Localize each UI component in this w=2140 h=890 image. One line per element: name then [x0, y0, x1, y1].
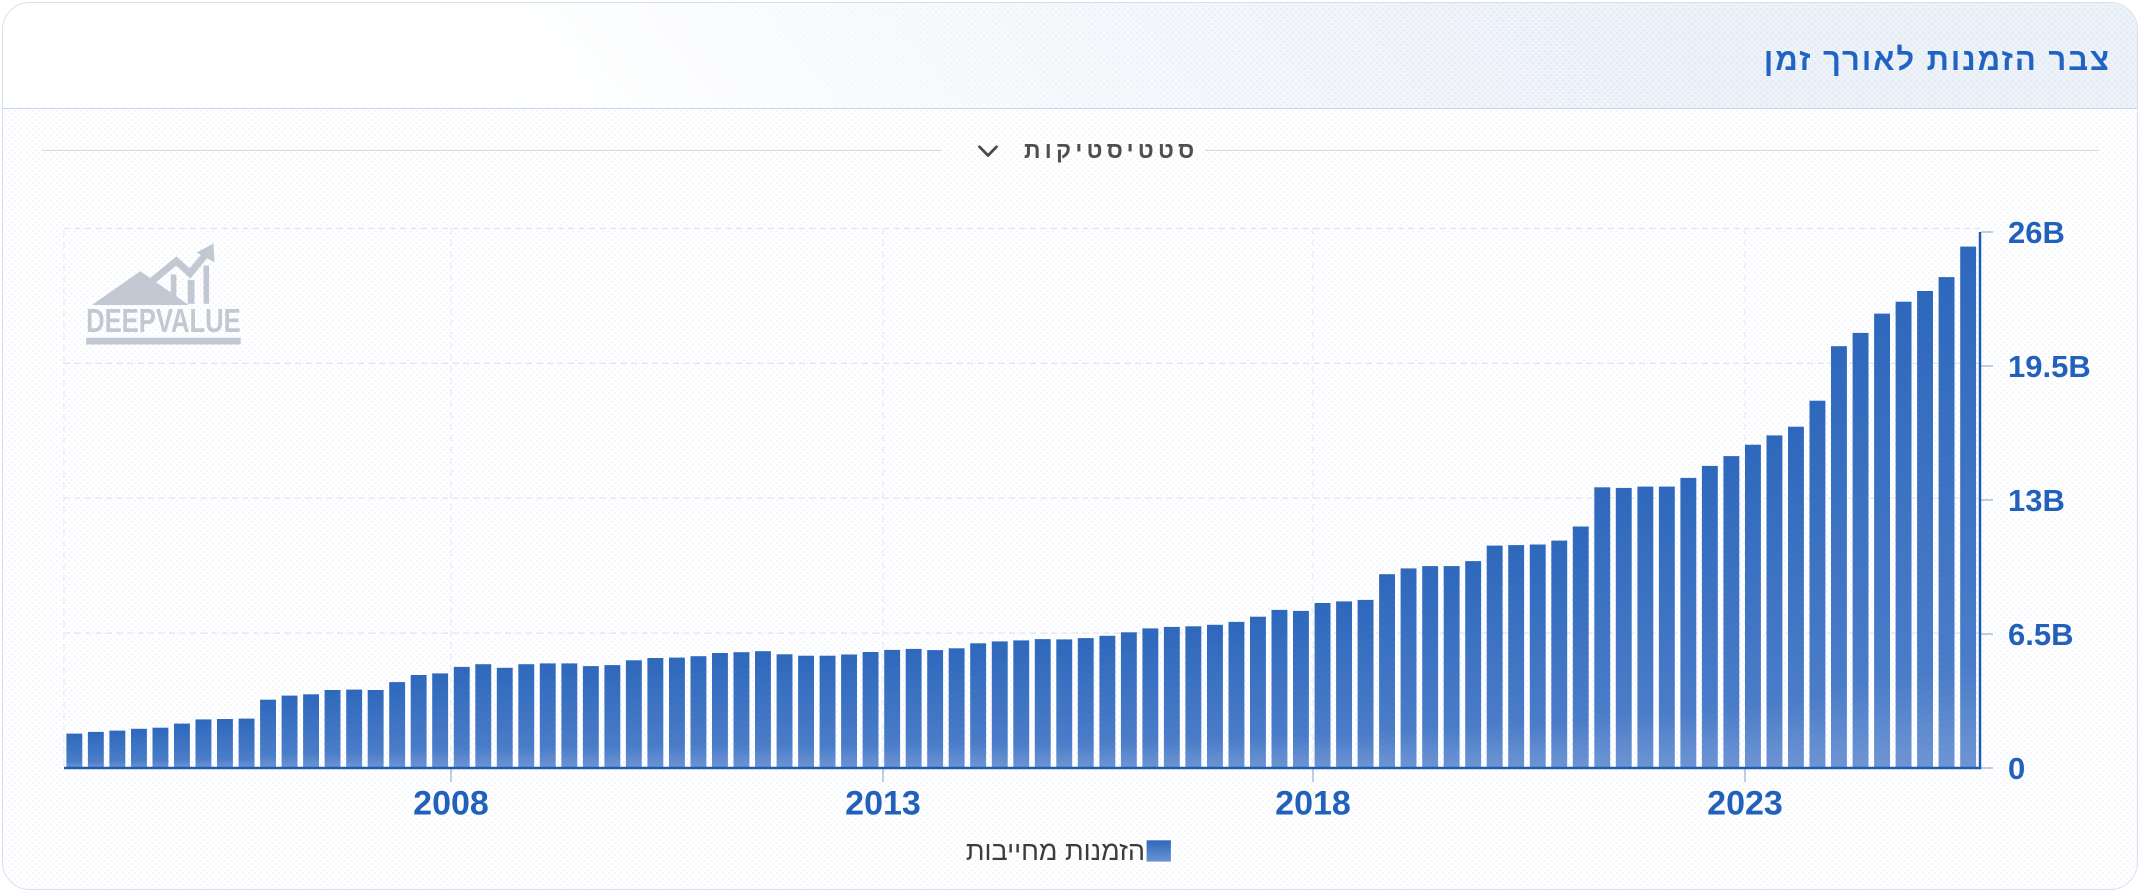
svg-text:26B: 26B [2008, 215, 2065, 250]
svg-text:2023: 2023 [1707, 785, 1783, 823]
svg-text:6.5B: 6.5B [2008, 617, 2073, 652]
svg-text:הזמנות מחייבות: הזמנות מחייבות [966, 836, 1145, 866]
svg-text:0: 0 [2008, 751, 2025, 786]
svg-text:19.5B: 19.5B [2008, 349, 2091, 384]
svg-text:2013: 2013 [845, 785, 921, 823]
svg-text:2008: 2008 [413, 785, 489, 823]
svg-text:2018: 2018 [1275, 785, 1351, 823]
svg-text:DEEPVALUE: DEEPVALUE [86, 302, 241, 339]
svg-text:13B: 13B [2008, 483, 2065, 518]
